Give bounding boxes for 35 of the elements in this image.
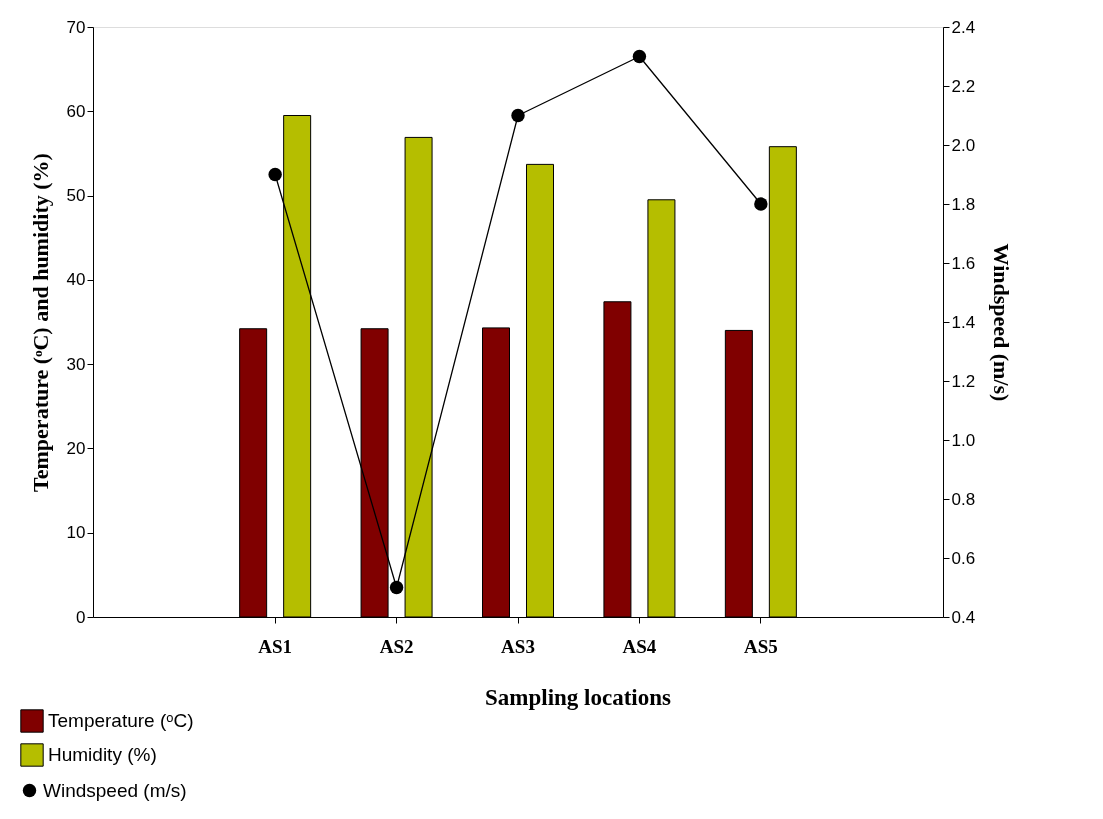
y2-tick-label: 1.0 bbox=[951, 430, 976, 450]
y-tick-label: 60 bbox=[66, 101, 86, 121]
x-tick-label: AS5 bbox=[743, 635, 778, 657]
y-tick-label: 40 bbox=[66, 270, 86, 290]
legend-label: Humidity (%) bbox=[48, 744, 157, 765]
y-axis-title: Temperature (ᵒC) and humidity (%) bbox=[27, 153, 53, 492]
y2-tick-label: 1.6 bbox=[951, 253, 976, 273]
x-tick-label: AS4 bbox=[622, 635, 657, 657]
y2-tick-label: 1.8 bbox=[951, 194, 976, 214]
point bbox=[511, 108, 525, 123]
x-tick-label: AS2 bbox=[379, 635, 414, 657]
y2-axis-title: Windspeed (m/s) bbox=[989, 243, 1015, 402]
x-axis-title: Sampling locations bbox=[485, 684, 672, 710]
y-tick-label: 70 bbox=[66, 17, 86, 37]
y2-tick-label: 2.0 bbox=[951, 135, 976, 155]
y-tick-label: 10 bbox=[66, 523, 86, 543]
y2-tick-label: 1.2 bbox=[951, 371, 976, 391]
legend-label: Windspeed (m/s) bbox=[43, 779, 187, 801]
point bbox=[632, 49, 647, 64]
point bbox=[754, 197, 768, 211]
x-tick-label: AS3 bbox=[501, 635, 535, 657]
y-tick-label: 20 bbox=[66, 438, 86, 458]
y2-tick-label: 1.4 bbox=[951, 312, 976, 332]
y2-tick-label: 0.4 bbox=[951, 607, 976, 627]
y2-tick-label: 2.2 bbox=[951, 76, 976, 96]
point bbox=[389, 580, 404, 595]
y2-tick-label: 0.8 bbox=[951, 489, 976, 509]
y2-tick-label: 2.4 bbox=[951, 17, 976, 37]
legend-label: Temperature (ᵒC) bbox=[48, 710, 194, 731]
point bbox=[268, 167, 282, 182]
y-tick-label: 30 bbox=[66, 354, 86, 374]
y2-tick-label: 0.6 bbox=[951, 548, 976, 568]
y-tick-label: 0 bbox=[76, 607, 86, 627]
x-tick-label: AS1 bbox=[258, 635, 293, 657]
y-tick-label: 50 bbox=[66, 186, 86, 206]
